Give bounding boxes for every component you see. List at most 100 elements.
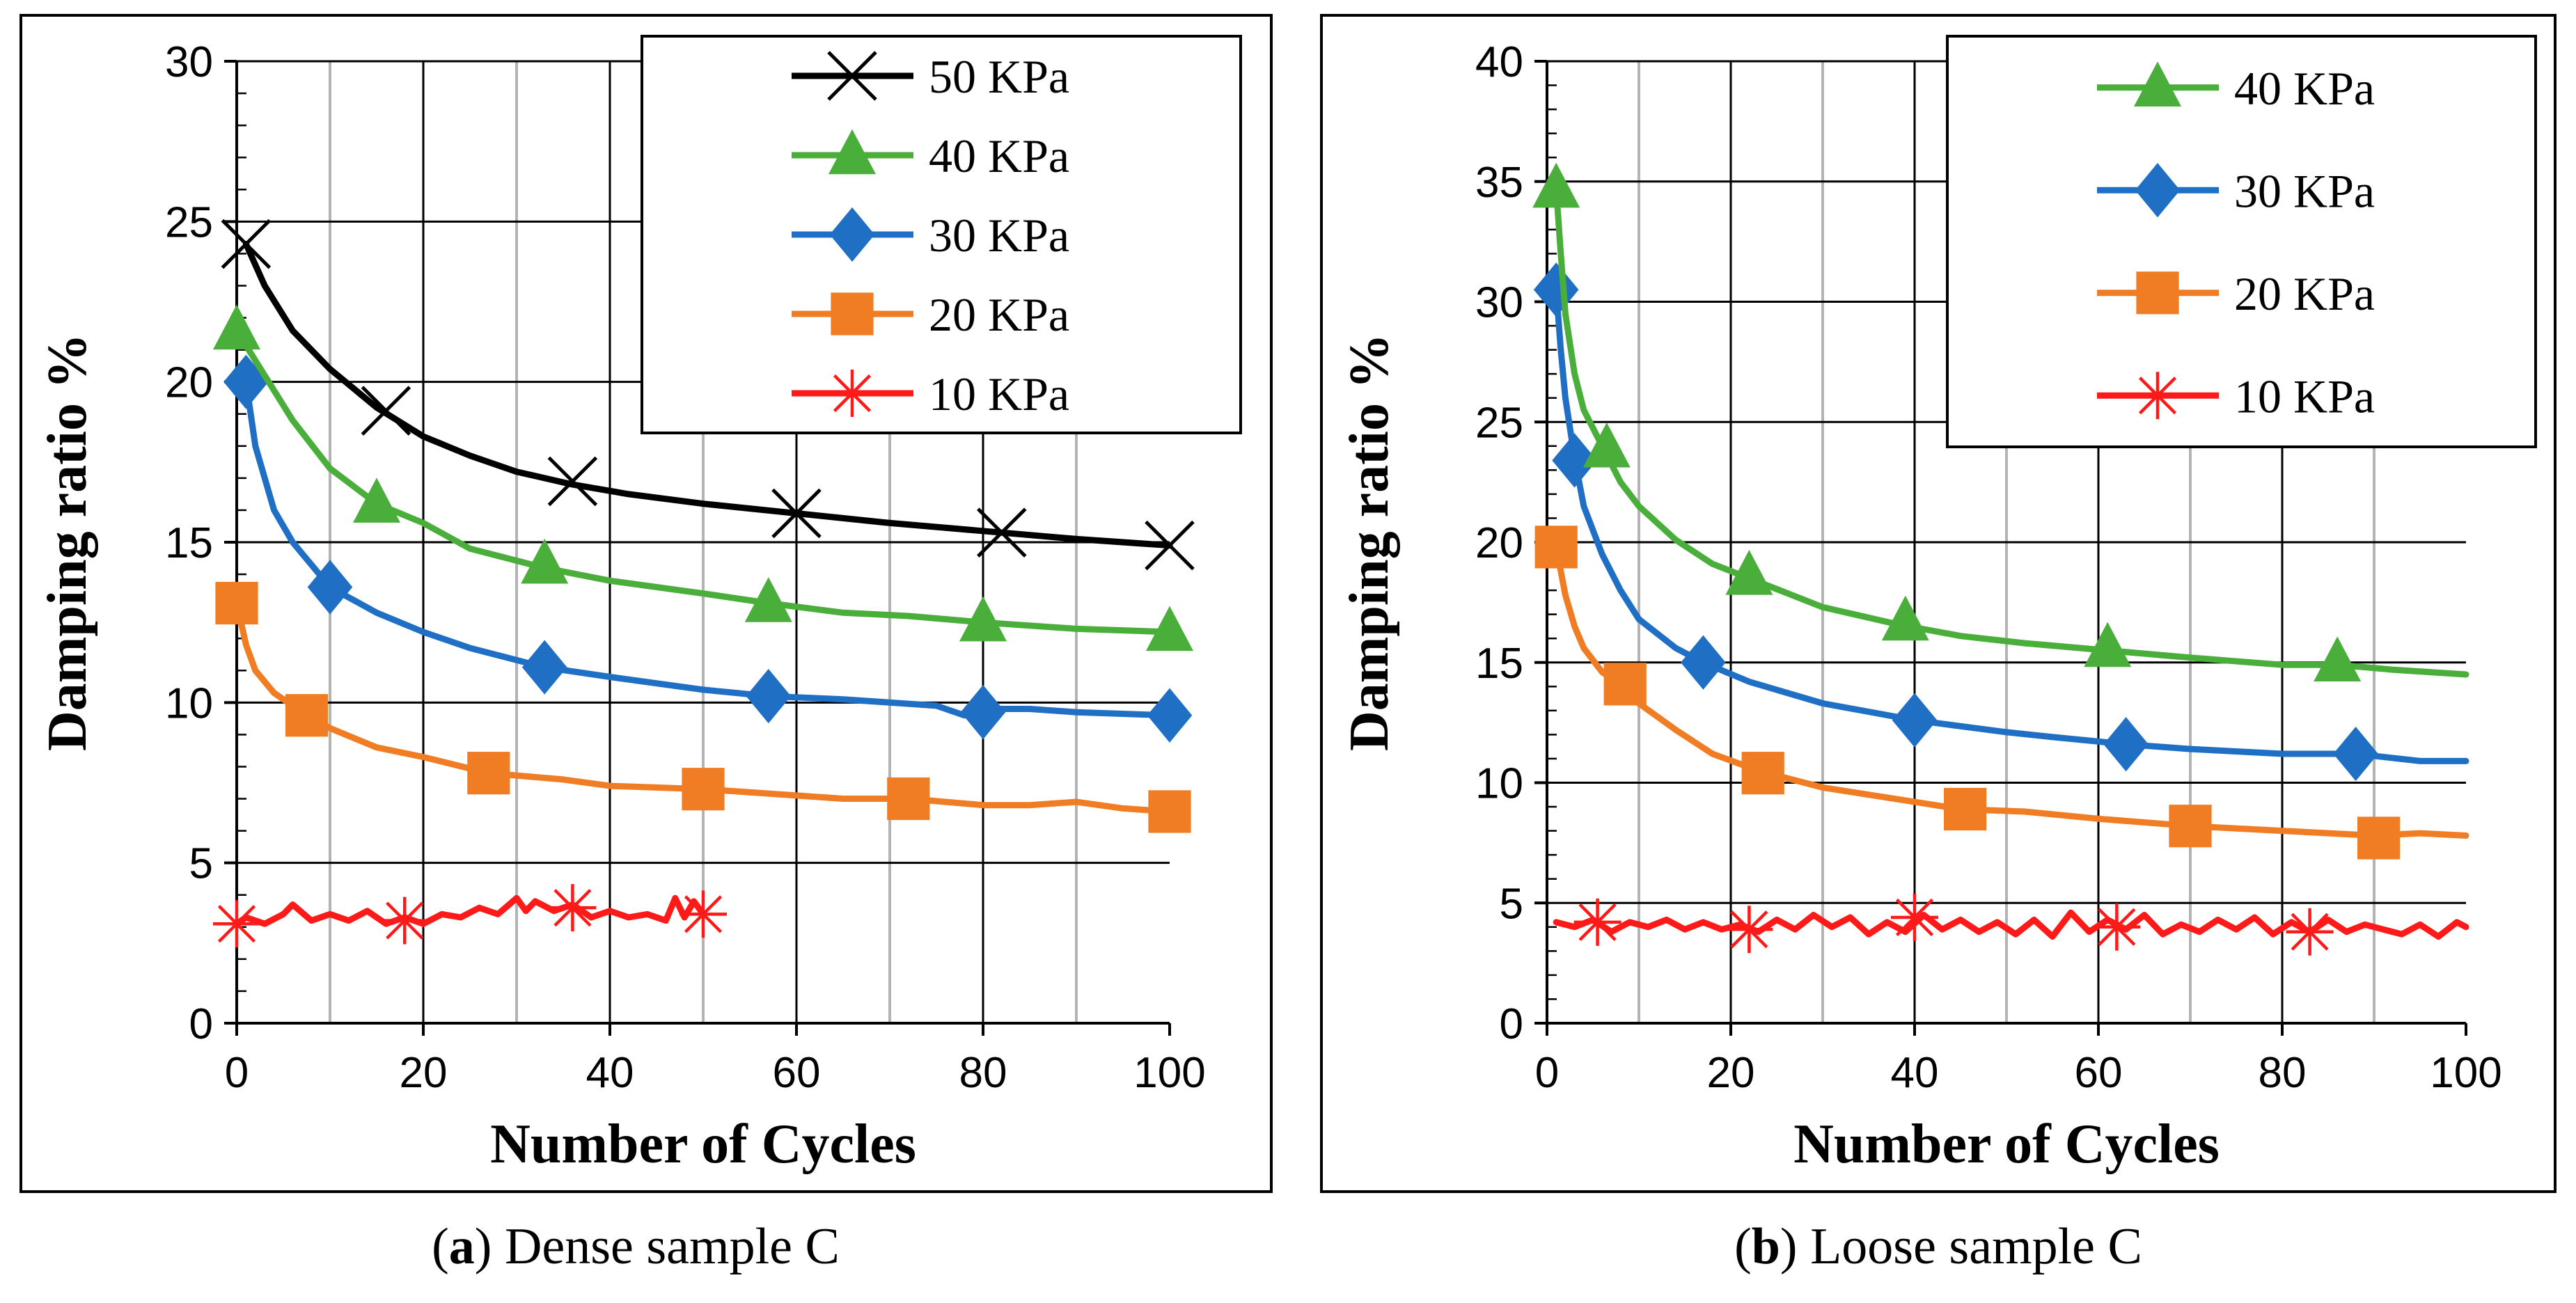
data-point-marker — [771, 488, 822, 539]
legend-swatch-marker — [828, 370, 876, 417]
data-point-marker — [1147, 688, 1193, 743]
y-axis-title: Damping ratio % — [37, 333, 98, 751]
y-tick-label: 30 — [165, 38, 213, 86]
legend-entry: 20 KPa — [2097, 267, 2375, 320]
series-20-kpa — [1534, 526, 2469, 860]
data-point-marker — [213, 900, 260, 948]
series-30-kpa — [223, 354, 1193, 743]
data-point-marker — [547, 456, 598, 507]
data-point-marker — [960, 685, 1006, 740]
data-point-marker — [353, 477, 400, 523]
data-point-marker — [213, 304, 260, 350]
data-point-marker — [2093, 903, 2141, 951]
data-point-marker — [2286, 908, 2334, 956]
data-point-marker — [549, 884, 597, 932]
data-point-marker — [2314, 636, 2362, 681]
data-point-marker — [1533, 262, 1579, 317]
legend-swatch-marker — [2135, 163, 2181, 218]
x-tick-label: 40 — [586, 1049, 634, 1097]
legend-label: 10 KPa — [929, 368, 1069, 420]
x-tick-label: 20 — [400, 1049, 448, 1097]
data-point-marker — [744, 577, 792, 622]
data-point-marker — [2169, 805, 2212, 848]
data-point-marker — [521, 640, 567, 695]
y-axis-title: Damping ratio % — [1339, 333, 1400, 751]
figure-caption: (a) Dense sample C — [432, 1218, 840, 1275]
legend-label: 50 KPa — [929, 50, 1069, 103]
legend-swatch-marker — [827, 51, 877, 101]
y-tick-label: 20 — [1475, 519, 1523, 567]
legend-label: 40 KPa — [929, 129, 1069, 182]
data-point-marker — [1148, 790, 1191, 833]
data-point-marker — [959, 596, 1007, 642]
y-tick-label: 30 — [1475, 279, 1523, 327]
x-tick-label: 0 — [1535, 1049, 1559, 1097]
data-point-marker — [361, 386, 411, 436]
y-tick-label: 35 — [1475, 159, 1523, 207]
chart-panel-b: 0 5 10 15 20 25 30 35 40 0 20 40 60 80 100 Number of Cy… — [1320, 14, 2557, 1275]
data-point-marker — [1741, 752, 1784, 795]
legend-entry: 10 KPa — [792, 368, 1069, 420]
series-30-kpa — [1533, 262, 2469, 782]
data-point-marker — [680, 890, 727, 938]
data-point-marker — [887, 777, 930, 821]
data-point-marker — [2333, 726, 2378, 782]
series-line — [233, 327, 1173, 635]
series-10-kpa — [213, 884, 727, 948]
series-line — [233, 894, 707, 927]
legend-box — [641, 35, 1242, 434]
data-point-marker — [221, 219, 272, 269]
y-tick-label: 20 — [165, 359, 213, 407]
legend-label: 20 KPa — [2234, 267, 2375, 320]
data-point-marker — [1725, 549, 1773, 595]
legend: 50 KPa 40 KPa 30 KPa 20 KPa 10 KPa — [641, 35, 1242, 434]
series-50-kpa — [221, 219, 1195, 571]
caption-open-paren: ( — [1734, 1218, 1752, 1275]
caption-letter: b — [1752, 1218, 1780, 1275]
caption-open-paren: ( — [432, 1218, 449, 1275]
legend-entry: 30 KPa — [2097, 163, 2375, 218]
data-point-marker — [977, 507, 1027, 558]
x-tick-label: 100 — [1133, 1049, 1205, 1097]
series-40-kpa — [1532, 162, 2469, 681]
data-point-marker — [1892, 693, 1938, 748]
legend-swatch-marker — [2134, 61, 2181, 106]
series-20-kpa — [215, 581, 1191, 833]
y-tick-label: 5 — [189, 840, 213, 888]
caption-text: Dense sample C — [492, 1218, 839, 1275]
data-point-marker — [1891, 893, 1938, 941]
data-point-marker — [1881, 595, 1929, 641]
legend-entry: 40 KPa — [792, 129, 1069, 182]
y-tick-label: 15 — [165, 519, 213, 567]
y-tick-label: 0 — [189, 1000, 213, 1048]
series-line — [1553, 544, 2469, 839]
legend-swatch-marker — [2134, 372, 2181, 420]
data-point-marker — [682, 768, 725, 811]
x-tick-label: 80 — [959, 1049, 1007, 1097]
series-line — [1553, 909, 2469, 940]
y-tick-label: 40 — [1475, 38, 1523, 86]
y-tick-label: 15 — [1475, 640, 1523, 688]
series-line — [233, 600, 1173, 815]
legend-swatch-marker — [828, 129, 876, 175]
x-tick-label: 40 — [1891, 1049, 1939, 1097]
y-tick-label: 10 — [165, 679, 213, 727]
series-10-kpa — [1553, 893, 2469, 956]
y-tick-label: 5 — [1500, 880, 1523, 928]
data-point-marker — [467, 752, 510, 795]
data-point-marker — [307, 560, 353, 615]
x-tick-label: 60 — [773, 1049, 821, 1097]
legend-label: 40 KPa — [2234, 62, 2375, 115]
data-point-marker — [521, 538, 569, 584]
y-tick-label: 10 — [1475, 760, 1523, 808]
legend-label: 30 KPa — [2234, 164, 2375, 217]
chart-panel-a: 0 5 10 15 20 25 30 0 20 40 60 80 100 Number of Cycles… — [19, 14, 1273, 1275]
legend-swatch-marker — [831, 292, 874, 335]
series-group — [213, 219, 1195, 948]
legend-label: 20 KPa — [929, 288, 1069, 341]
y-tick-label: 0 — [1500, 1000, 1523, 1048]
x-tick-label: 80 — [2259, 1049, 2307, 1097]
data-point-marker — [1552, 433, 1597, 488]
legend-entry: 30 KPa — [792, 207, 1069, 262]
